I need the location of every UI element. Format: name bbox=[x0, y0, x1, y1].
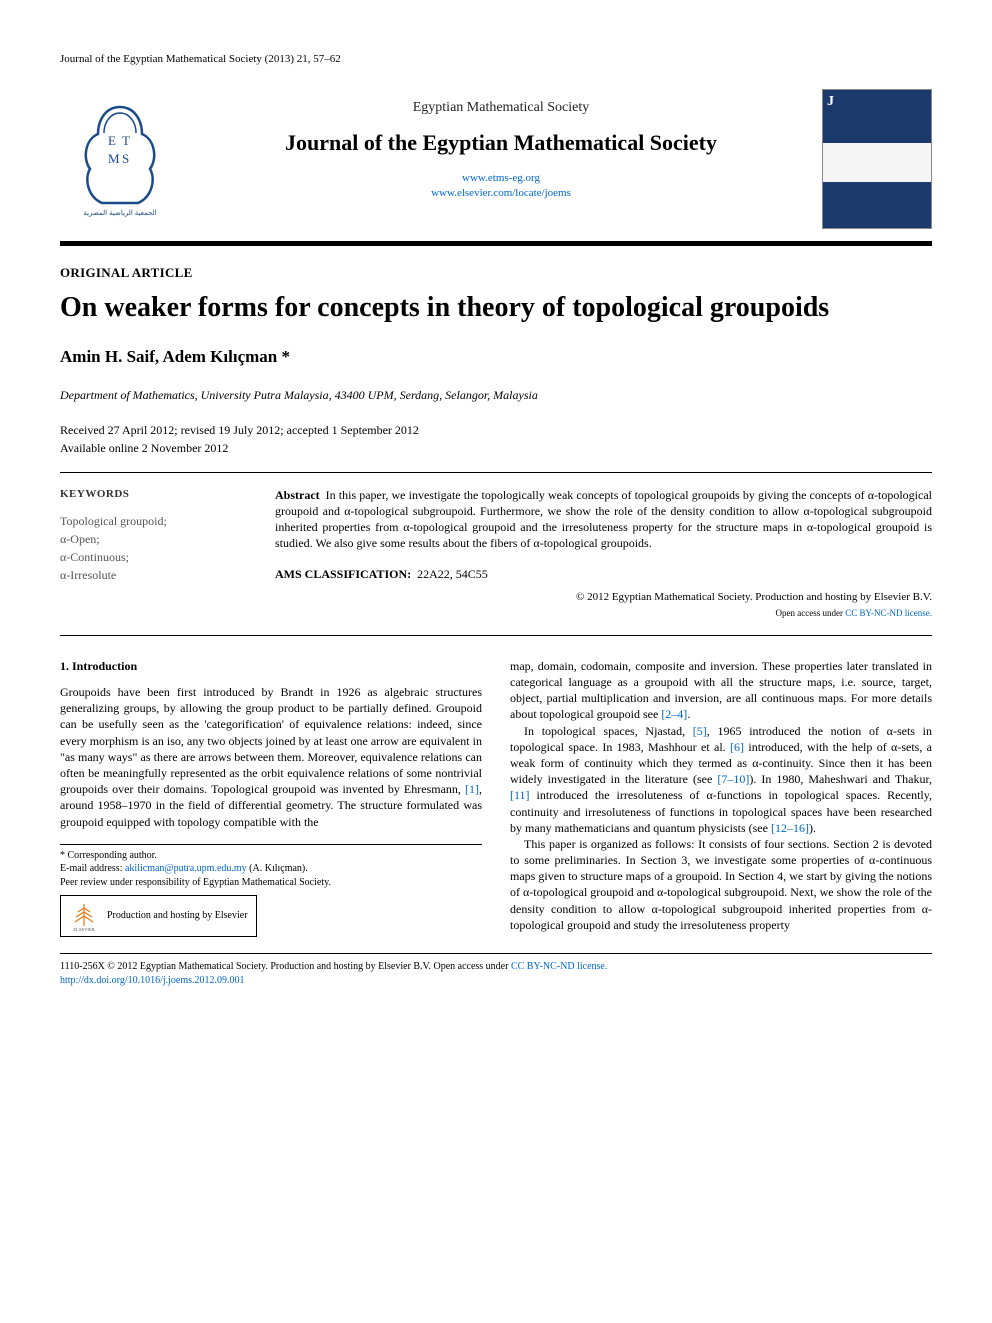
production-hosting-text: Production and hosting by Elsevier bbox=[107, 909, 248, 923]
author-email[interactable]: akilicman@putra.upm.edu.my bbox=[125, 863, 247, 874]
journal-cover-thumbnail: J bbox=[822, 89, 932, 229]
license: Open access under CC BY-NC-ND license. bbox=[275, 607, 932, 619]
citation-6[interactable]: [6] bbox=[730, 740, 744, 754]
intro-para-2: map, domain, codomain, composite and inv… bbox=[510, 658, 932, 723]
doi-link[interactable]: http://dx.doi.org/10.1016/j.joems.2012.0… bbox=[60, 975, 245, 986]
article-title: On weaker forms for concepts in theory o… bbox=[60, 291, 932, 324]
society-name: Egyptian Mathematical Society bbox=[190, 99, 812, 118]
abstract-text: AbstractIn this paper, we investigate th… bbox=[275, 487, 932, 552]
abstract-block: KEYWORDS Topological groupoid; α-Open; α… bbox=[60, 487, 932, 619]
svg-text:ELSEVIER: ELSEVIER bbox=[73, 927, 94, 932]
received-dates: Received 27 April 2012; revised 19 July … bbox=[60, 422, 932, 438]
citation-5[interactable]: [5] bbox=[693, 724, 707, 738]
abstract-top-rule bbox=[60, 472, 932, 473]
body-columns: 1. Introduction Groupoids have been firs… bbox=[60, 658, 932, 937]
license-link[interactable]: CC BY-NC-ND license. bbox=[845, 608, 932, 618]
keywords-heading: KEYWORDS bbox=[60, 487, 245, 502]
footnotes: * Corresponding author. E-mail address: … bbox=[60, 844, 482, 938]
copyright: © 2012 Egyptian Mathematical Society. Pr… bbox=[275, 590, 932, 605]
keywords-list: Topological groupoid; α-Open; α-Continuo… bbox=[60, 512, 245, 584]
footer-copyright: 1110-256X © 2012 Egyptian Mathematical S… bbox=[60, 960, 932, 974]
svg-text:الجمعية الرياضية المصرية: الجمعية الرياضية المصرية bbox=[83, 209, 156, 217]
running-header: Journal of the Egyptian Mathematical Soc… bbox=[60, 52, 932, 67]
footer-block: 1110-256X © 2012 Egyptian Mathematical S… bbox=[60, 960, 932, 988]
intro-para-3: In topological spaces, Njastad, [5], 196… bbox=[510, 723, 932, 836]
ams-classification: AMS CLASSIFICATION: 22A22, 54C55 bbox=[275, 566, 932, 582]
citation-1[interactable]: [1] bbox=[465, 782, 479, 796]
article-type: ORIGINAL ARTICLE bbox=[60, 264, 932, 282]
svg-text:S: S bbox=[122, 151, 129, 166]
abstract-bottom-rule bbox=[60, 635, 932, 636]
journal-header: E T M S الجمعية الرياضية المصرية Egyptia… bbox=[60, 89, 932, 229]
etms-logo-icon: E T M S الجمعية الرياضية المصرية bbox=[70, 99, 170, 219]
svg-text:M: M bbox=[108, 151, 120, 166]
citation-2-4[interactable]: [2–4] bbox=[661, 707, 687, 721]
corresponding-author-note: * Corresponding author. bbox=[60, 849, 482, 863]
footer-license-link[interactable]: CC BY-NC-ND license. bbox=[511, 961, 607, 972]
footer-rule bbox=[60, 953, 932, 954]
abstract-column: AbstractIn this paper, we investigate th… bbox=[275, 487, 932, 619]
abstract-label: Abstract bbox=[275, 488, 320, 502]
header-divider bbox=[60, 241, 932, 246]
author-list: Amin H. Saif, Adem Kılıçman * bbox=[60, 346, 932, 369]
email-line: E-mail address: akilicman@putra.upm.edu.… bbox=[60, 862, 482, 876]
society-logo: E T M S الجمعية الرياضية المصرية bbox=[60, 89, 180, 229]
journal-name: Journal of the Egyptian Mathematical Soc… bbox=[190, 128, 812, 158]
svg-text:T: T bbox=[122, 133, 130, 148]
citation-7-10[interactable]: [7–10] bbox=[717, 772, 749, 786]
peer-review-note: Peer review under responsibility of Egyp… bbox=[60, 876, 482, 890]
affiliation: Department of Mathematics, University Pu… bbox=[60, 387, 932, 403]
online-date: Available online 2 November 2012 bbox=[60, 440, 932, 456]
journal-url-1[interactable]: www.etms-eg.org bbox=[190, 171, 812, 185]
citation-11[interactable]: [11] bbox=[510, 788, 530, 802]
intro-para-1: Groupoids have been first introduced by … bbox=[60, 684, 482, 830]
intro-para-4: This paper is organized as follows: It c… bbox=[510, 836, 932, 933]
keywords-column: KEYWORDS Topological groupoid; α-Open; α… bbox=[60, 487, 245, 619]
abstract-body: In this paper, we investigate the topolo… bbox=[275, 488, 932, 551]
citation-12-16[interactable]: [12–16] bbox=[771, 821, 809, 835]
production-hosting-box: ELSEVIER Production and hosting by Elsev… bbox=[60, 895, 257, 937]
section-1-heading: 1. Introduction bbox=[60, 658, 482, 674]
journal-url-2[interactable]: www.elsevier.com/locate/joems bbox=[190, 186, 812, 200]
elsevier-logo-icon: ELSEVIER bbox=[69, 900, 99, 932]
cover-letter: J bbox=[827, 94, 834, 109]
journal-title-block: Egyptian Mathematical Society Journal of… bbox=[180, 89, 822, 200]
svg-text:E: E bbox=[108, 133, 116, 148]
